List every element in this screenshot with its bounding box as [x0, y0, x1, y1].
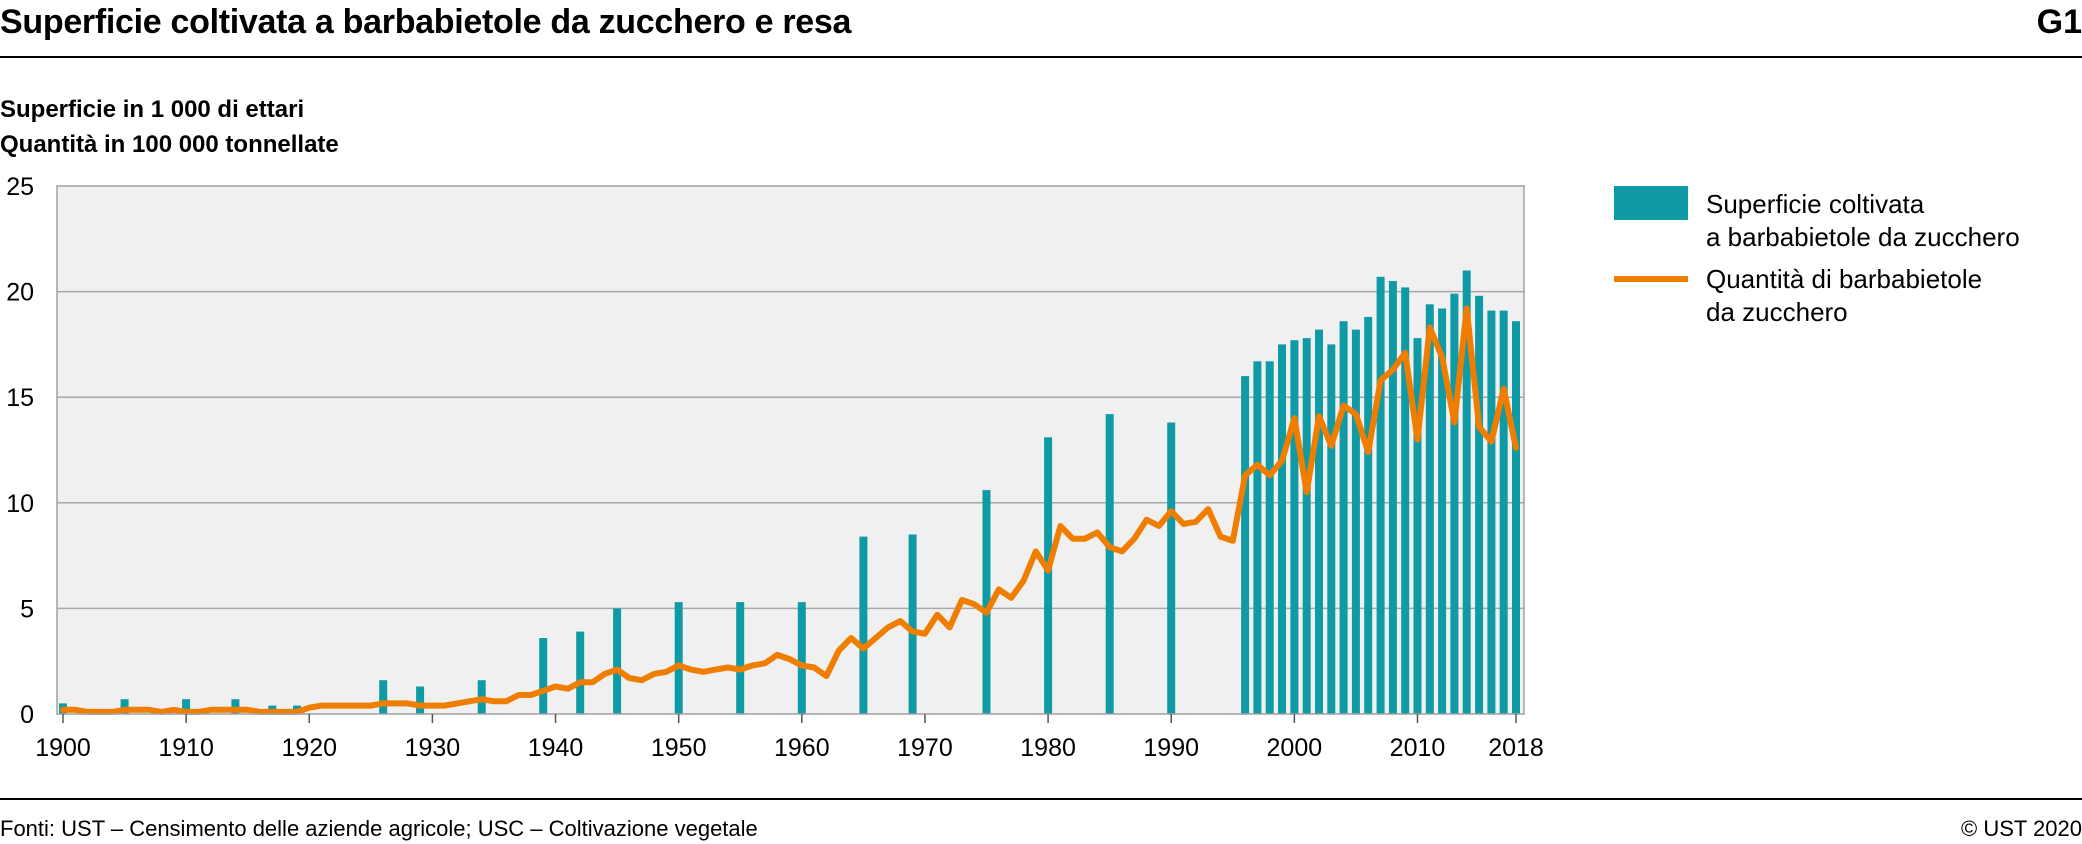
bar-surface-2015 [1475, 295, 1484, 714]
bar-surface-1945 [613, 608, 622, 714]
y-tick-label: 10 [6, 490, 34, 518]
bar-surface-2004 [1339, 321, 1348, 714]
bar-surface-2008 [1388, 281, 1397, 714]
bar-surface-2014 [1462, 270, 1471, 714]
bar-surface-2012 [1438, 308, 1447, 714]
copyright-note: © UST 2020 [1961, 816, 2082, 841]
x-tick-label: 1900 [35, 734, 91, 762]
line-quantity-series [60, 305, 1519, 715]
bar-surface-1926 [379, 680, 388, 714]
bar-surface-2011 [1425, 304, 1434, 714]
y-tick-label: 20 [6, 279, 34, 307]
x-tick-label: 1960 [774, 734, 830, 762]
legend-label-line-line2: da zucchero [1706, 297, 1848, 327]
bar-surface-2003 [1327, 344, 1336, 714]
bar-surface-2017 [1499, 310, 1508, 714]
source-note: Fonti: UST – Censimento delle aziende ag… [0, 816, 758, 841]
x-tick-label: 2000 [1267, 734, 1323, 762]
x-axis-ticks: 1900 1910 1920 1930 1940 1950 1960 1970 1980 1990… [35, 714, 1544, 762]
x-tick-label: 1970 [897, 734, 953, 762]
bar-surface-1910 [182, 699, 191, 714]
legend-label-bars-line1: Superficie coltivata [1706, 189, 1925, 219]
bar-surface-1998 [1265, 361, 1274, 714]
chart-id: G1 [2036, 3, 2082, 41]
bar-surface-1969 [908, 534, 917, 714]
subtitle-surface-unit: Superficie in 1 000 di ettari [0, 96, 305, 123]
bars-surface-series [59, 270, 1520, 714]
y-axis-ticks: 0 5 10 15 20 25 [6, 173, 34, 729]
y-tick-label: 5 [20, 595, 34, 623]
x-tick-label: 1990 [1143, 734, 1199, 762]
x-tick-label: 1980 [1020, 734, 1076, 762]
bar-surface-1996 [1241, 376, 1250, 714]
x-tick-label: 1930 [405, 734, 461, 762]
bar-surface-2010 [1413, 338, 1422, 714]
legend-label-line-line1: Quantità di barbabietole [1706, 264, 1982, 294]
bar-surface-1999 [1278, 344, 1286, 714]
x-tick-label: 1910 [158, 734, 214, 762]
bar-surface-2000 [1290, 340, 1299, 714]
chart-title: Superficie coltivata a barbabietole da z… [0, 3, 852, 41]
x-tick-label: 1940 [528, 734, 584, 762]
subtitle-quantity-unit: Quantità in 100 000 tonnellate [0, 131, 339, 158]
bar-surface-1942 [576, 631, 585, 714]
bar-surface-2002 [1315, 329, 1323, 714]
bar-surface-1955 [736, 602, 745, 714]
y-tick-label: 25 [6, 173, 34, 201]
plot-frame [56, 185, 1525, 715]
bar-surface-2007 [1376, 276, 1385, 714]
y-tick-label: 15 [6, 384, 34, 412]
bar-surface-1975 [982, 490, 991, 714]
bar-surface-1939 [539, 638, 548, 714]
legend-label-bars-line2: a barbabietole da zucchero [1706, 222, 2020, 252]
bar-surface-2005 [1351, 329, 1360, 714]
bar-surface-1914 [231, 699, 240, 714]
bar-surface-2013 [1450, 293, 1459, 714]
x-tick-label: 1920 [281, 734, 337, 762]
bar-surface-1965 [859, 536, 868, 714]
x-tick-label: 2010 [1390, 734, 1446, 762]
bar-surface-2006 [1364, 316, 1373, 714]
bar-surface-1980 [1044, 437, 1053, 714]
legend: Superficie coltivata a barbabietole da z… [1614, 186, 2020, 327]
bar-surface-1950 [674, 602, 683, 714]
bar-surface-1985 [1105, 414, 1114, 714]
top-rule [0, 56, 2082, 58]
x-tick-label: 2018 [1488, 734, 1544, 762]
bottom-rule [0, 798, 2082, 800]
x-tick-label: 1950 [651, 734, 707, 762]
bar-surface-1905 [120, 699, 129, 714]
legend-swatch-bars [1614, 186, 1688, 220]
bar-surface-2016 [1487, 310, 1496, 714]
bar-surface-2009 [1401, 287, 1410, 714]
bar-surface-1960 [797, 602, 806, 714]
bar-surface-2001 [1302, 338, 1311, 714]
bar-surface-1929 [416, 686, 425, 714]
bar-surface-1997 [1253, 361, 1262, 714]
y-tick-label: 0 [20, 701, 34, 729]
bar-surface-2018 [1512, 321, 1520, 714]
bar-surface-1990 [1167, 422, 1176, 714]
